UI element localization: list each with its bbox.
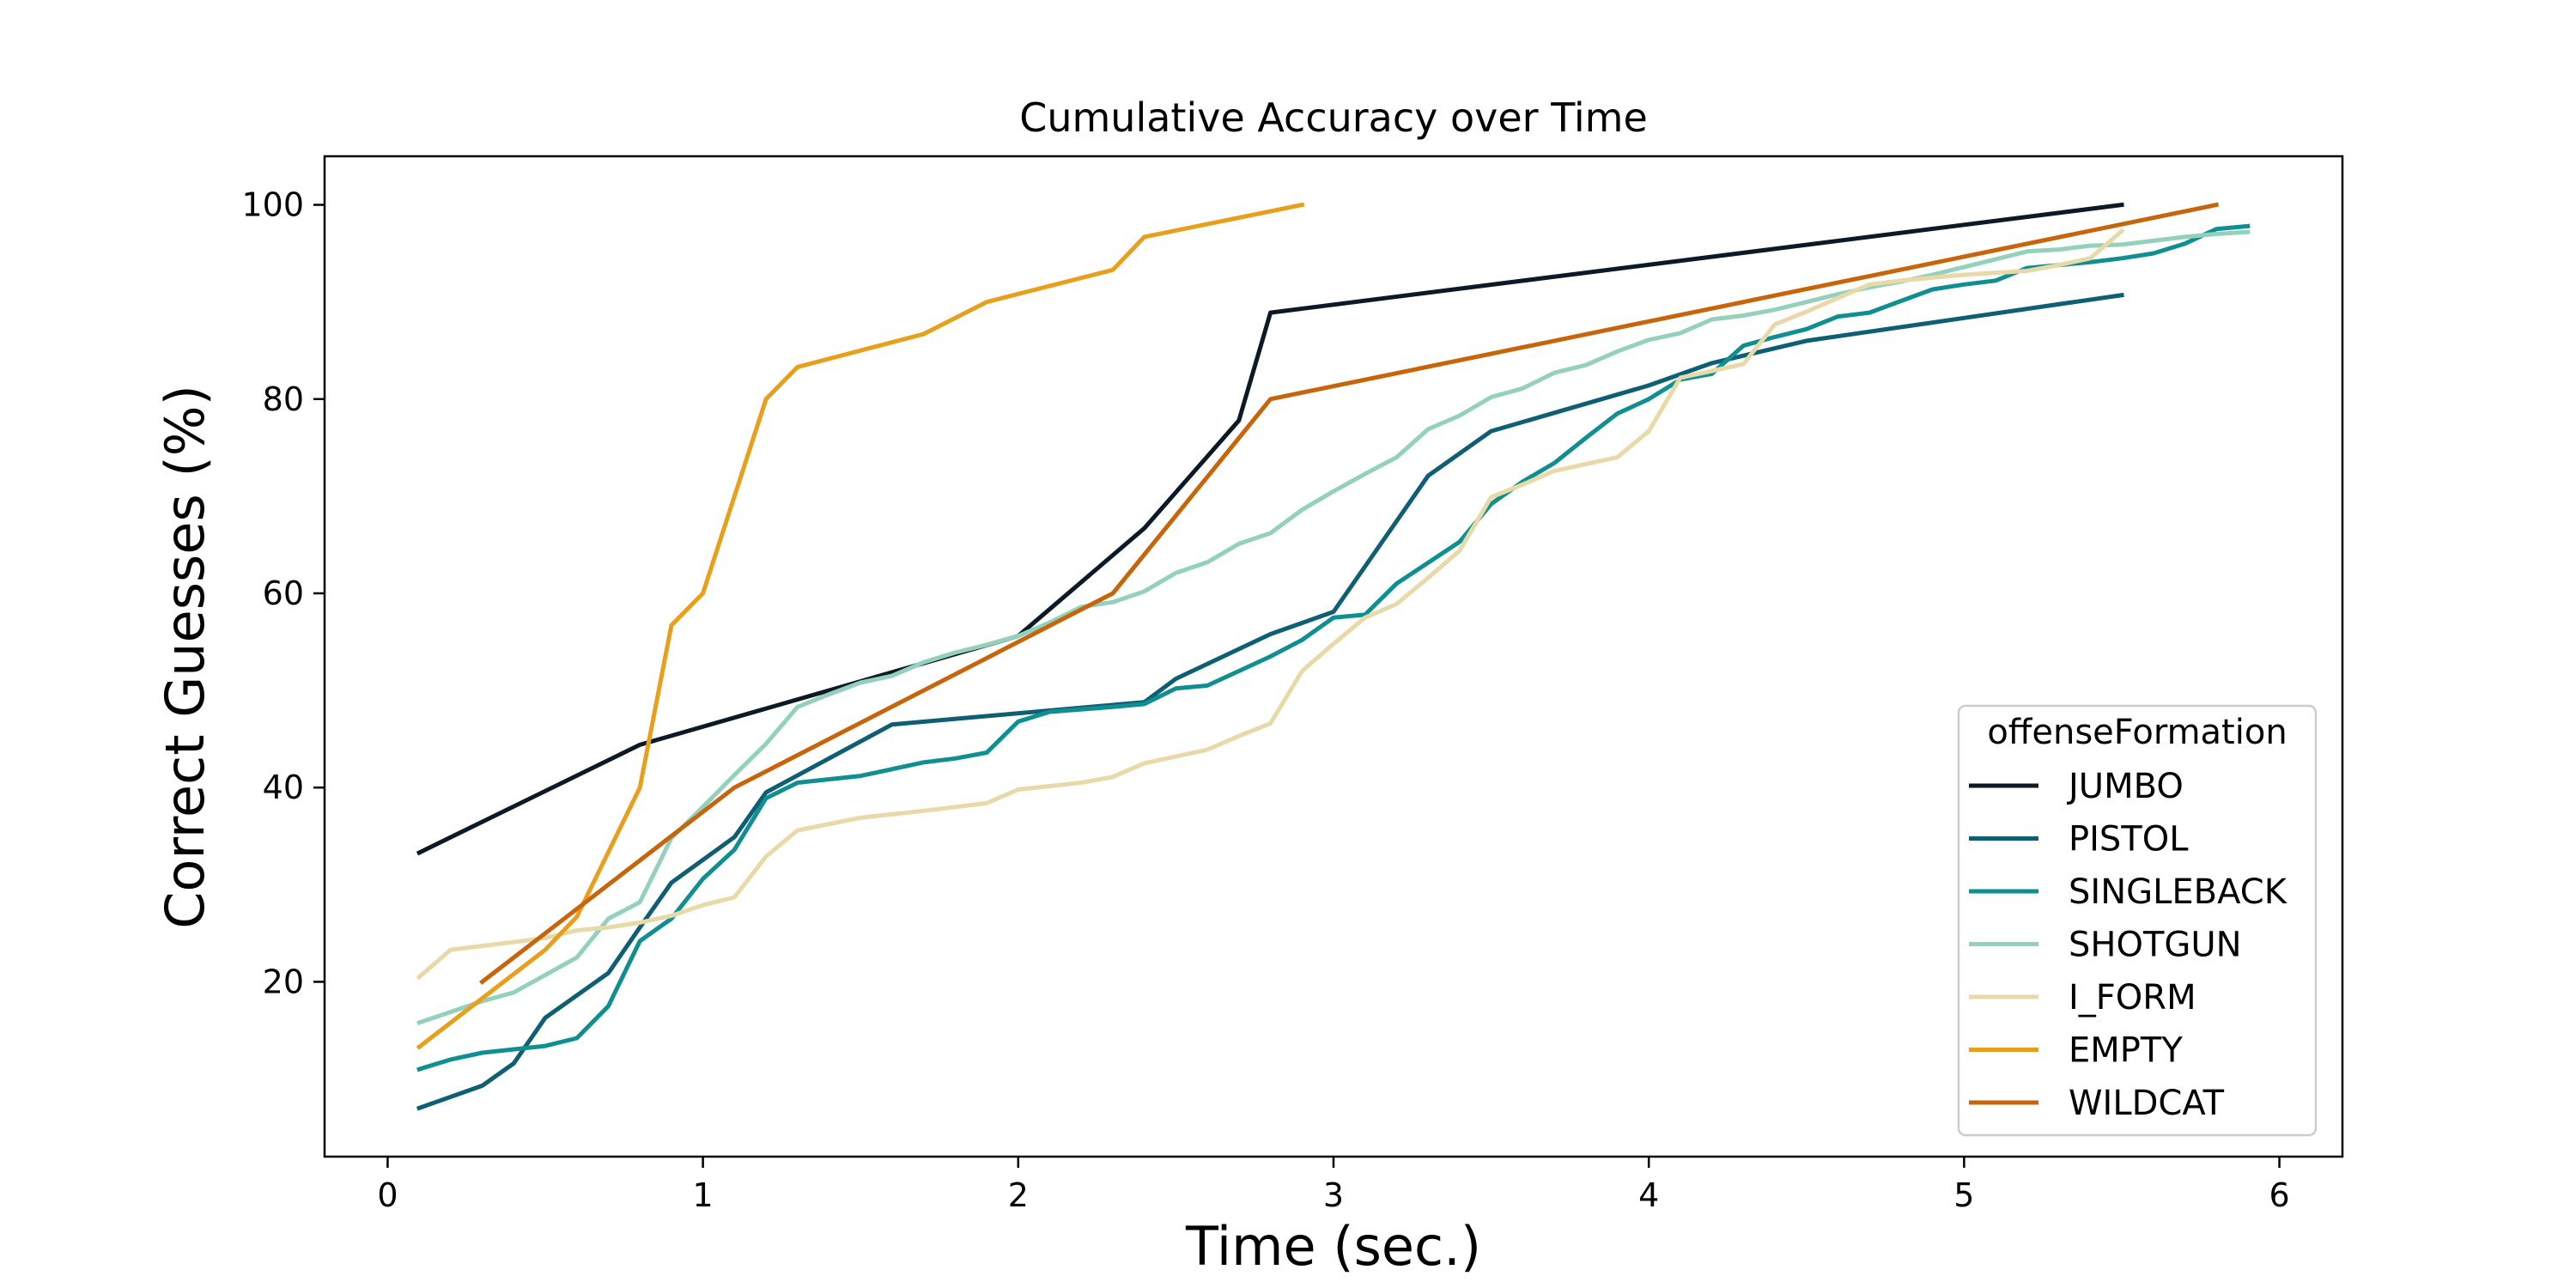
series-line-singleback [416, 223, 2251, 1072]
legend-box [1957, 704, 2318, 1137]
y-tick-label: 100 [241, 186, 304, 224]
series-line-wildcat [479, 202, 2220, 985]
legend-label-empty: EMPTY [2069, 1031, 2183, 1071]
legend-label-jumbo: JUMBO [2066, 767, 2184, 806]
x-tick-label: 1 [693, 1176, 714, 1214]
series-line-pistol [416, 292, 2124, 1111]
series-line-shotgun [416, 229, 2251, 1026]
legend: offenseFormation JUMBO PISTOL SINGLEBACK SHO… [1957, 704, 2318, 1137]
y-tick-label: 20 [263, 963, 304, 1000]
legend-label-singleback: SINGLEBACK [2069, 872, 2288, 912]
x-tick-label: 5 [1953, 1176, 1974, 1214]
x-tick-label: 2 [1008, 1176, 1029, 1214]
chart-title: Cumulative Accuracy over Time [1019, 94, 1648, 141]
x-tick-label: 0 [377, 1176, 398, 1214]
legend-label-wildcat: WILDCAT [2069, 1084, 2225, 1123]
x-tick-label: 3 [1323, 1176, 1344, 1214]
y-axis-title: Correct Guesses (%) [154, 385, 216, 929]
y-tick-label: 40 [263, 769, 304, 806]
x-tick-label: 6 [2269, 1176, 2289, 1214]
series-line-i-form [416, 228, 2125, 981]
axes-layer: 0 1 2 3 4 5 6 20 40 60 80 100 [241, 155, 2344, 1214]
series-line-jumbo [416, 202, 2124, 856]
legend-label-i-form: I_FORM [2069, 978, 2196, 1018]
y-tick-label: 60 [263, 574, 304, 612]
legend-label-pistol: PISTOL [2069, 820, 2189, 860]
legend-label-shotgun: SHOTGUN [2069, 926, 2242, 965]
series-layer [416, 202, 2251, 1111]
series-line-empty [416, 202, 1305, 1050]
legend-title: offenseFormation [1987, 713, 2287, 752]
x-tick-label: 4 [1638, 1176, 1659, 1214]
y-tick-label: 80 [263, 380, 304, 418]
x-axis-title: Time (sec.) [1185, 1215, 1481, 1278]
